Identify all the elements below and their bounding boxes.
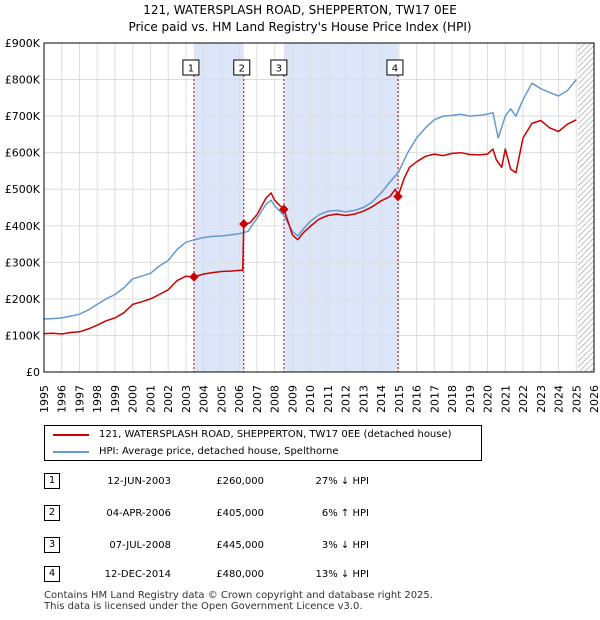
sale-badge-label: 2 [239, 64, 245, 75]
legend-swatch-red [53, 434, 89, 436]
sale-point [189, 272, 199, 282]
sale-badge-label: 4 [392, 64, 398, 75]
footer-license: This data is licensed under the Open Gov… [44, 601, 363, 612]
series-line-hpi [43, 79, 577, 320]
x-tick-label: 2025 [570, 385, 583, 413]
x-tick-label: 2004 [198, 385, 211, 413]
sale-date: 12-DEC-2014 [104, 569, 171, 580]
sale-date: 07-JUL-2008 [109, 540, 171, 551]
y-tick-label: £400K [5, 220, 41, 233]
shaded-range [283, 43, 398, 372]
y-tick-label: £100K [5, 329, 41, 342]
sale-hpi-diff: 13% ↓ HPI [315, 569, 369, 580]
price-chart: 1 2 3 4 £0 £100K £200K £300K £400K £500K £600K £70… [5, 37, 600, 413]
x-tick-label: 2013 [357, 385, 370, 413]
sale-badge-box [386, 59, 404, 76]
sale-badge: 2 [44, 505, 60, 521]
table-row: 2 04-APR-2006 £405,000 6% ↑ HPI [44, 505, 384, 523]
footer: Contains HM Land Registry data © Crown c… [44, 590, 433, 612]
x-tick-label: 1996 [56, 385, 69, 413]
x-tick-label: 2010 [304, 385, 317, 413]
sale-badge-box [182, 59, 200, 76]
legend-swatch-blue [53, 451, 89, 453]
series-line-property [43, 119, 577, 335]
chart-title: 121, WATERSPLASH ROAD, SHEPPERTON, TW17 … [143, 3, 457, 17]
y-tick-label: £200K [5, 293, 41, 306]
y-tick-label: £900K [5, 37, 41, 50]
sale-point [239, 219, 249, 229]
x-tick-label: 2006 [233, 385, 246, 413]
sale-date: 04-APR-2006 [106, 508, 171, 519]
y-tick-label: £600K [5, 147, 41, 160]
x-tick-label: 2023 [535, 385, 548, 413]
legend-label-property: 121, WATERSPLASH ROAD, SHEPPERTON, TW17 … [99, 429, 452, 440]
x-tick-label: 2009 [286, 385, 299, 413]
sale-hpi-diff: 27% ↓ HPI [315, 476, 369, 487]
sale-badge: 3 [44, 537, 60, 553]
x-tick-label: 2018 [446, 385, 459, 413]
table-row: 4 12-DEC-2014 £480,000 13% ↓ HPI [44, 566, 384, 584]
x-tick-label: 2003 [180, 385, 193, 413]
y-tick-label: £500K [5, 183, 41, 196]
y-tick-label: £0 [26, 366, 40, 379]
x-tick-label: 2026 [588, 385, 600, 413]
x-tick-label: 2007 [251, 385, 264, 413]
x-tick-label: 1998 [91, 385, 104, 413]
legend: 121, WATERSPLASH ROAD, SHEPPERTON, TW17 … [44, 425, 482, 461]
y-tick-label: £300K [5, 256, 41, 269]
sale-badge: 4 [44, 566, 60, 582]
x-tick-label: 2024 [553, 385, 566, 413]
sale-point [393, 191, 403, 202]
chart-subtitle: Price paid vs. HM Land Registry's House … [128, 20, 472, 34]
sale-point [279, 204, 289, 215]
x-tick-label: 2008 [269, 385, 282, 413]
sale-hpi-diff: 3% ↓ HPI [321, 540, 369, 551]
sale-badge: 1 [44, 473, 60, 489]
forecast-hatch [578, 43, 594, 372]
sale-date: 12-JUN-2003 [107, 476, 171, 487]
sale-badge-label: 3 [276, 64, 282, 75]
x-tick-label: 2014 [375, 385, 388, 413]
x-tick-label: 2005 [215, 385, 228, 413]
sale-badge-label: 1 [188, 64, 194, 75]
x-tick-label: 2011 [322, 385, 335, 413]
sale-price: £480,000 [216, 569, 264, 580]
x-tick-label: 2021 [499, 385, 512, 413]
sale-hpi-diff: 6% ↑ HPI [321, 508, 369, 519]
x-tick-label: 2015 [393, 385, 406, 413]
x-tick-label: 1999 [109, 385, 122, 413]
footer-copyright: Contains HM Land Registry data © Crown c… [44, 590, 433, 601]
sale-price: £260,000 [216, 476, 264, 487]
x-tick-label: 2019 [464, 385, 477, 413]
y-tick-label: £800K [5, 74, 41, 87]
x-tick-label: 2001 [144, 385, 157, 413]
table-row: 1 12-JUN-2003 £260,000 27% ↓ HPI [44, 473, 384, 491]
x-tick-label: 2022 [517, 385, 530, 413]
y-tick-label: £700K [5, 110, 41, 123]
shaded-range [193, 43, 244, 372]
x-tick-label: 2012 [340, 385, 353, 413]
sale-badge-box [233, 59, 251, 76]
sale-badge-box [270, 59, 288, 76]
x-tick-label: 2016 [411, 385, 424, 413]
x-tick-label: 2002 [162, 385, 175, 413]
plot-frame [43, 42, 595, 373]
x-tick-label: 2020 [482, 385, 495, 413]
x-tick-label: 2017 [428, 385, 441, 413]
table-row: 3 07-JUL-2008 £445,000 3% ↓ HPI [44, 537, 384, 555]
sale-price: £445,000 [216, 540, 264, 551]
x-tick-label: 1997 [73, 385, 86, 413]
legend-label-hpi: HPI: Average price, detached house, Spel… [99, 446, 339, 457]
x-tick-label: 1995 [38, 385, 51, 413]
x-tick-label: 2000 [127, 385, 140, 413]
sale-price: £405,000 [216, 508, 264, 519]
